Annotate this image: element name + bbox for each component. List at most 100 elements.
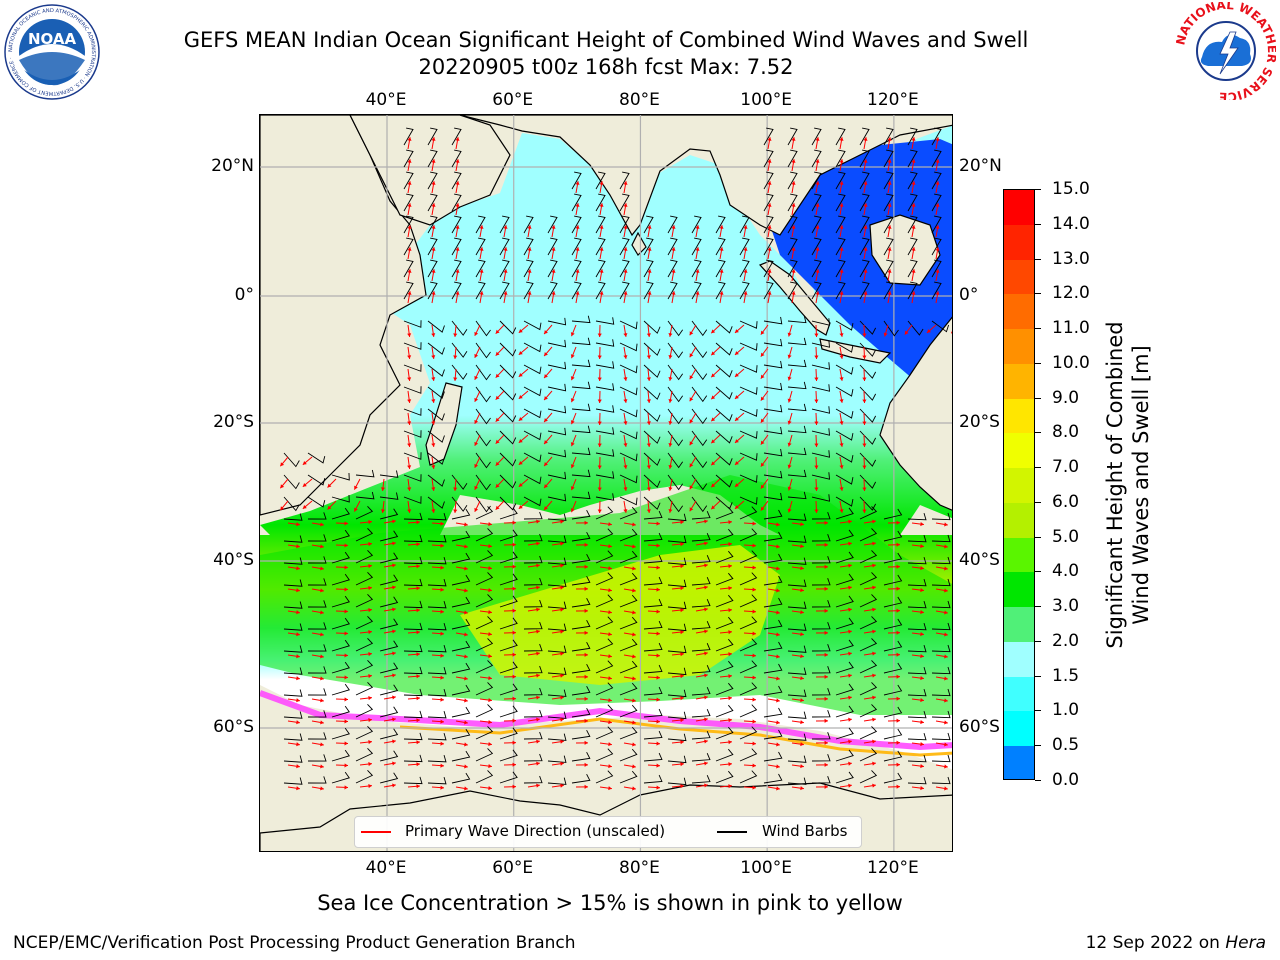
wind-barb (595, 682, 614, 696)
wave-arrow-head (839, 225, 844, 229)
wind-barb (523, 775, 543, 784)
wind-barb (739, 748, 758, 762)
wave-arrow-head (848, 629, 852, 634)
wave-arrow-head (935, 181, 940, 185)
wave-arrow-head (518, 504, 523, 509)
wind-barb (571, 337, 591, 346)
wind-barb (643, 620, 663, 630)
wind-barb (763, 338, 783, 347)
wind-barb (859, 259, 870, 278)
wind-barb (811, 710, 831, 718)
wave-arrow-head (760, 462, 765, 467)
wave-arrow-head (416, 564, 420, 569)
wind-barb (859, 726, 878, 740)
wind-barb (571, 425, 591, 434)
wind-barb (619, 259, 630, 278)
wave-arrow-head (646, 377, 651, 381)
wind-barb (715, 682, 734, 696)
wave-arrow-head (680, 586, 684, 591)
wave-arrow-head (646, 421, 651, 425)
wave-arrow-head (760, 506, 765, 511)
wave-arrow-head (296, 588, 300, 593)
wave-arrow-head (560, 541, 564, 546)
wave-arrow-head (646, 355, 651, 359)
wave-arrow-head (544, 374, 548, 379)
wave-arrow-head (623, 225, 628, 229)
wave-arrow-head (296, 632, 300, 637)
wave-arrow-head (416, 740, 420, 745)
wave-arrow-head (296, 522, 300, 527)
wind-barb (739, 474, 758, 483)
wave-arrow-head (839, 269, 844, 273)
wind-barb (331, 617, 350, 630)
wave-arrow-head (689, 331, 694, 336)
colorbar-tick-mark (1035, 467, 1041, 469)
wind-barb (403, 259, 414, 278)
wave-arrow-head (623, 377, 628, 381)
wind-barb (667, 667, 687, 676)
wave-arrow-head (599, 225, 604, 229)
wave-arrow-head (711, 329, 716, 334)
wave-arrow-head (599, 269, 604, 273)
wave-arrow-head (680, 674, 684, 679)
wave-arrow-head (632, 720, 636, 725)
wind-barb (667, 557, 687, 566)
wind-barb (691, 643, 711, 652)
wind-barb (595, 281, 606, 300)
wave-arrow-head (392, 761, 396, 766)
wind-barb (739, 572, 758, 586)
wave-arrow-head (848, 651, 852, 656)
wind-barb (787, 579, 807, 587)
wind-barb (379, 530, 399, 542)
wind-barb (667, 535, 687, 544)
lat-tick-left-0: 20°N (211, 156, 254, 176)
wave-arrow-head (896, 740, 900, 745)
wind-barb (379, 508, 399, 520)
wave-arrow-head (551, 269, 556, 273)
wind-barb (307, 666, 327, 674)
colorbar-segment (1004, 711, 1034, 747)
wave-arrow-head (392, 541, 396, 546)
wind-barb (619, 682, 638, 696)
wind-barb (283, 623, 303, 631)
wind-barb (763, 641, 783, 652)
wind-barb (811, 732, 831, 740)
wind-barb (427, 193, 438, 212)
wave-arrow-head (407, 333, 412, 337)
wind-barb (619, 550, 638, 564)
colorbar-tick-mark (1035, 258, 1041, 260)
wave-arrow-head (632, 566, 636, 571)
wind-barb (667, 645, 687, 654)
wave-arrow-head (680, 718, 684, 723)
wind-barb (763, 215, 774, 234)
wave-arrow-head (512, 762, 516, 767)
wave-arrow-head (495, 373, 500, 378)
wave-arrow-head (711, 351, 716, 356)
wind-barb (787, 447, 807, 456)
wind-barb (835, 573, 854, 586)
wave-arrow-head (711, 439, 716, 444)
wind-barb (451, 574, 471, 586)
wind-barb (691, 775, 711, 784)
wave-arrow-head (320, 742, 324, 747)
wave-arrow-head (728, 762, 732, 767)
colorbar-tick-mark (1035, 293, 1041, 295)
colorbar-segment (1004, 641, 1034, 678)
wave-arrow-head (704, 607, 708, 612)
wave-arrow-head (354, 507, 358, 512)
wave-arrow-head (392, 519, 396, 524)
wave-arrow-head (296, 720, 300, 725)
wind-barb (547, 777, 567, 785)
wave-arrow-head (453, 487, 458, 491)
wind-barb (643, 730, 663, 740)
wind-barb (475, 616, 494, 630)
wave-arrow-head (623, 181, 628, 185)
wind-barb (907, 578, 927, 587)
wave-arrow-head (560, 651, 564, 656)
wind-barb (451, 259, 462, 278)
wave-arrow-head (320, 720, 324, 725)
wave-arrow-head (608, 654, 612, 659)
wave-arrow-head (599, 247, 604, 251)
colorbar-tick-label: 8.0 (1052, 422, 1080, 443)
wave-arrow-head (453, 509, 458, 513)
